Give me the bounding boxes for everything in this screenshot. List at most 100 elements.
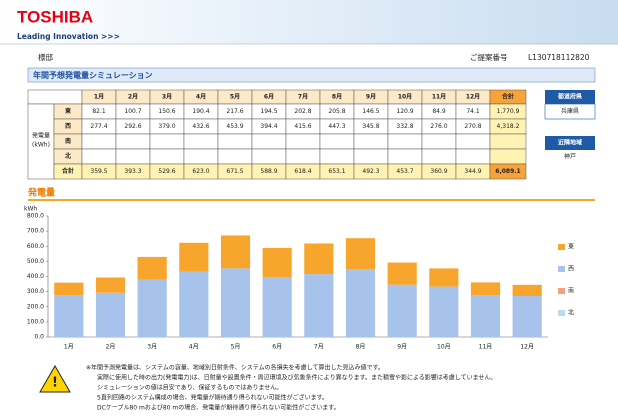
table-text: 277.4 bbox=[90, 123, 107, 130]
table-text: 653.1 bbox=[328, 168, 345, 175]
region-label: 都道府県 bbox=[557, 93, 582, 101]
header-bg bbox=[0, 0, 618, 44]
bar-segment bbox=[345, 238, 376, 270]
table-cell bbox=[27, 89, 83, 105]
table-text: 6月 bbox=[264, 93, 274, 101]
table-text: 671.5 bbox=[226, 168, 243, 175]
table-text: 618.4 bbox=[294, 168, 311, 175]
bar-segment bbox=[220, 235, 251, 269]
x-tick-label: 7月 bbox=[314, 344, 324, 351]
table-cell bbox=[353, 133, 389, 150]
table-text: 359.5 bbox=[90, 168, 107, 175]
table-text: 276.0 bbox=[430, 123, 447, 130]
area: 神戸 bbox=[564, 153, 576, 161]
note: シミュレーションの値は目安であり、保証するものではありません。 bbox=[97, 384, 282, 392]
y-tick-label: 600.0 bbox=[27, 243, 44, 250]
notes-box bbox=[28, 362, 595, 417]
table-cell bbox=[149, 148, 185, 165]
bar-segment bbox=[137, 279, 167, 337]
table-cell bbox=[387, 133, 423, 150]
table-cell bbox=[115, 133, 151, 150]
y-unit: kWh bbox=[24, 206, 37, 213]
x-tick-label: 10月 bbox=[437, 344, 451, 351]
table-cell bbox=[319, 133, 355, 150]
row-label: 発電量 bbox=[32, 132, 50, 140]
table-cell bbox=[421, 148, 457, 165]
region: 兵庫県 bbox=[561, 107, 579, 115]
bar-segment bbox=[470, 295, 501, 337]
table-cell bbox=[421, 133, 457, 150]
table-cell bbox=[455, 133, 491, 150]
table-cell bbox=[353, 148, 389, 165]
table-text: 7月 bbox=[298, 93, 308, 101]
table-text: 393.3 bbox=[124, 168, 141, 175]
table-cell bbox=[387, 148, 423, 165]
table-cell bbox=[217, 133, 253, 150]
bar-segment bbox=[179, 242, 209, 272]
bar-segment bbox=[470, 282, 501, 296]
table-cell bbox=[319, 148, 355, 165]
table-text: 3月 bbox=[162, 93, 172, 101]
x-tick-label: 3月 bbox=[147, 344, 157, 351]
bar-segment bbox=[179, 271, 209, 337]
table-text: 12月 bbox=[466, 93, 480, 101]
table-cell bbox=[251, 148, 287, 165]
y-tick-label: 300.0 bbox=[27, 288, 44, 295]
bar-segment bbox=[345, 269, 376, 337]
warning-icon bbox=[39, 364, 71, 393]
table-text: 120.9 bbox=[396, 108, 413, 115]
x-tick-label: 8月 bbox=[356, 344, 366, 351]
bar-segment bbox=[429, 268, 459, 287]
table-cell bbox=[489, 148, 527, 165]
section-bar bbox=[27, 67, 596, 83]
table-text: 394.4 bbox=[260, 123, 277, 130]
customer: 様邸 bbox=[38, 52, 53, 62]
bar-segment bbox=[95, 277, 126, 293]
table-text: 379.0 bbox=[158, 123, 175, 130]
table-text: 100.7 bbox=[124, 108, 141, 115]
warning-mark: ! bbox=[52, 376, 58, 391]
table-cell bbox=[489, 133, 527, 150]
table-text: 292.6 bbox=[124, 123, 141, 130]
row-unit: (kWh) bbox=[32, 142, 50, 149]
table-text: 西 bbox=[65, 122, 71, 130]
notes: ※年間予測発電量は、システムの容量、地域別日射条件、システムの各損失を考慮して算… bbox=[86, 364, 496, 412]
table-text: 623.0 bbox=[192, 168, 209, 175]
table-text: 205.8 bbox=[328, 108, 345, 115]
y-tick-label: 700.0 bbox=[27, 228, 44, 235]
table-text: 453.9 bbox=[226, 123, 243, 130]
legend-label: 北 bbox=[568, 309, 574, 317]
table-text: 北 bbox=[65, 152, 71, 160]
x-tick-label: 4月 bbox=[189, 344, 199, 351]
table-cell bbox=[489, 163, 527, 180]
table-text: 447.3 bbox=[328, 123, 345, 130]
table-text: 270.8 bbox=[464, 123, 481, 130]
table-text: 529.6 bbox=[158, 168, 175, 175]
table-text: 4,318.2 bbox=[497, 123, 520, 130]
table-text: 東 bbox=[65, 107, 71, 115]
y-tick-label: 400.0 bbox=[27, 273, 44, 280]
chart: 0.0 100.0 200.0 300.0 400.0 500.0 600.0 700.0 80… bbox=[27, 213, 574, 351]
table-cell bbox=[217, 148, 253, 165]
table-text: 5月 bbox=[230, 93, 240, 101]
table-text: 332.8 bbox=[396, 123, 413, 130]
region-box bbox=[544, 103, 596, 120]
table-text: 453.7 bbox=[396, 168, 413, 175]
bar-segment bbox=[137, 256, 167, 280]
note: 5直列回路のシステム構成の場合、発電量が期待通り得られない可能性がございます。 bbox=[97, 394, 328, 402]
logo: TOSHIBA bbox=[17, 7, 93, 26]
table-text: 415.6 bbox=[294, 123, 311, 130]
table-text: 202.8 bbox=[294, 108, 311, 115]
y-tick-label: 0.0 bbox=[34, 334, 44, 341]
bar-segment bbox=[54, 282, 84, 296]
table-text: 217.6 bbox=[226, 108, 243, 115]
table-text: 1月 bbox=[94, 93, 104, 101]
table-text: 345.8 bbox=[362, 123, 379, 130]
x-tick-label: 12月 bbox=[520, 344, 534, 351]
table-text: 82.1 bbox=[92, 108, 106, 115]
tagline: Leading Innovation >>> bbox=[17, 32, 120, 41]
table-text: 74.1 bbox=[466, 108, 480, 115]
table-cell bbox=[455, 148, 491, 165]
